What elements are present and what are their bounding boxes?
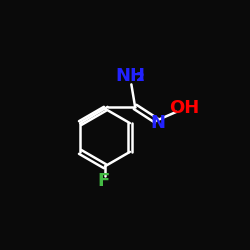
Text: F: F <box>98 172 110 190</box>
Text: OH: OH <box>169 99 199 117</box>
Text: NH: NH <box>115 66 145 84</box>
Text: 2: 2 <box>136 71 145 84</box>
Text: N: N <box>150 114 165 132</box>
